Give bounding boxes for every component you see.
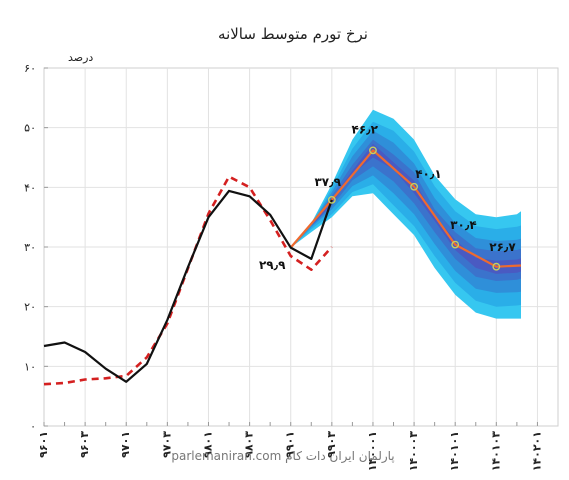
y-tick-label: ۲۰	[24, 301, 36, 314]
x-tick-label: ۹۷۰۳	[160, 431, 173, 458]
forecast-fan-bands	[290, 109, 521, 319]
forecast-point	[492, 262, 501, 271]
series-actual-line	[43, 189, 333, 383]
x-tick-label: ۹۸۰۱	[201, 431, 214, 458]
value-annotation: ۲۹٫۹	[259, 258, 286, 272]
x-tick-label: ۱۴۰۰۰۳	[407, 431, 420, 472]
fan-band	[290, 143, 521, 274]
x-tick-label: ۱۴۰۰۰۱	[366, 431, 379, 471]
x-tick-label: ۹۹۰۳	[325, 431, 338, 458]
forecast-point	[410, 182, 418, 191]
y-tick-label: ۰	[30, 420, 36, 433]
x-tick-label: ۹۸۰۳	[243, 431, 256, 458]
forecast-point	[451, 240, 460, 249]
x-tick-label: ۹۹۰۱	[284, 431, 297, 458]
y-tick-label: ۱۰	[24, 360, 36, 373]
y-axis-ticks: ۰ ۱۰ ۲۰ ۳۰ ۴۰ ۵۰ ۶۰	[24, 62, 48, 433]
y-axis-label: درصد	[68, 51, 93, 64]
y-tick-label: ۳۰	[24, 241, 36, 254]
data-annotations: ۴۶٫۲ ۴۰٫۱ ۳۰٫۴ ۲۶٫۷ ۳۷٫۹ ۲۹٫۹	[259, 123, 516, 272]
x-tick-label: ۱۴۰۱۰۱	[448, 431, 461, 471]
x-tick-label: ۱۴۰۲۰۱	[530, 431, 543, 471]
x-tick-label: ۹۶۰۱	[37, 431, 50, 458]
fan-band	[290, 139, 521, 281]
y-tick-label: ۵۰	[24, 122, 36, 135]
chart-title: نرخ تورم متوسط سالانه	[218, 25, 368, 43]
forecast-point	[369, 146, 377, 155]
series-lines	[43, 149, 522, 386]
value-annotation: ۳۰٫۴	[450, 218, 476, 232]
watermark: parlemaniran.com پارلمان ایران دات کام	[171, 449, 394, 464]
x-axis-ticks: ۹۶۰۱ ۹۶۰۳ ۹۷۰۱ ۹۷۰۳ ۹۸۰۱ ۹۸۰۳ ۹۹۰۱ ۹۹۰۳ ۱۴۰۰۰۱ ۱۴…	[37, 422, 543, 471]
value-annotation: ۴۰٫۱	[415, 167, 441, 181]
value-annotation: ۲۶٫۷	[489, 240, 516, 254]
forecast-markers	[327, 146, 501, 271]
forecast-point	[327, 195, 336, 204]
value-annotation: ۳۷٫۹	[314, 175, 341, 189]
x-tick-label: ۱۴۰۱۰۳	[489, 431, 502, 472]
value-annotation: ۴۶٫۲	[352, 123, 379, 137]
x-tick-label: ۹۷۰۱	[119, 431, 132, 458]
x-tick-label: ۹۶۰۳	[78, 431, 91, 458]
y-tick-label: ۶۰	[24, 62, 36, 75]
y-tick-label: ۴۰	[24, 181, 36, 194]
